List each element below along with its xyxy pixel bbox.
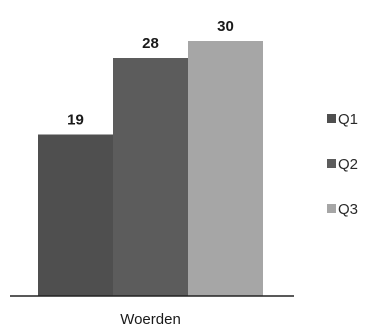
legend: Q1 Q2 Q3 [327,111,358,218]
bar-q3 [188,41,263,296]
legend-label-q2: Q2 [338,156,358,173]
x-axis-label: Woerden [120,311,181,328]
value-label-q1: 19 [67,112,84,129]
value-label-q3: 30 [217,18,234,35]
bar-q2 [113,58,188,296]
legend-swatch-q2 [327,159,336,168]
value-label-q2: 28 [142,35,159,52]
legend-label-q1: Q1 [338,111,358,128]
legend-swatch-q1 [327,114,336,123]
legend-label-q3: Q3 [338,201,358,218]
bar-q1 [38,134,113,296]
bars-group [38,41,263,296]
value-labels-group: 19 28 30 [67,18,234,129]
legend-swatch-q3 [327,204,336,213]
